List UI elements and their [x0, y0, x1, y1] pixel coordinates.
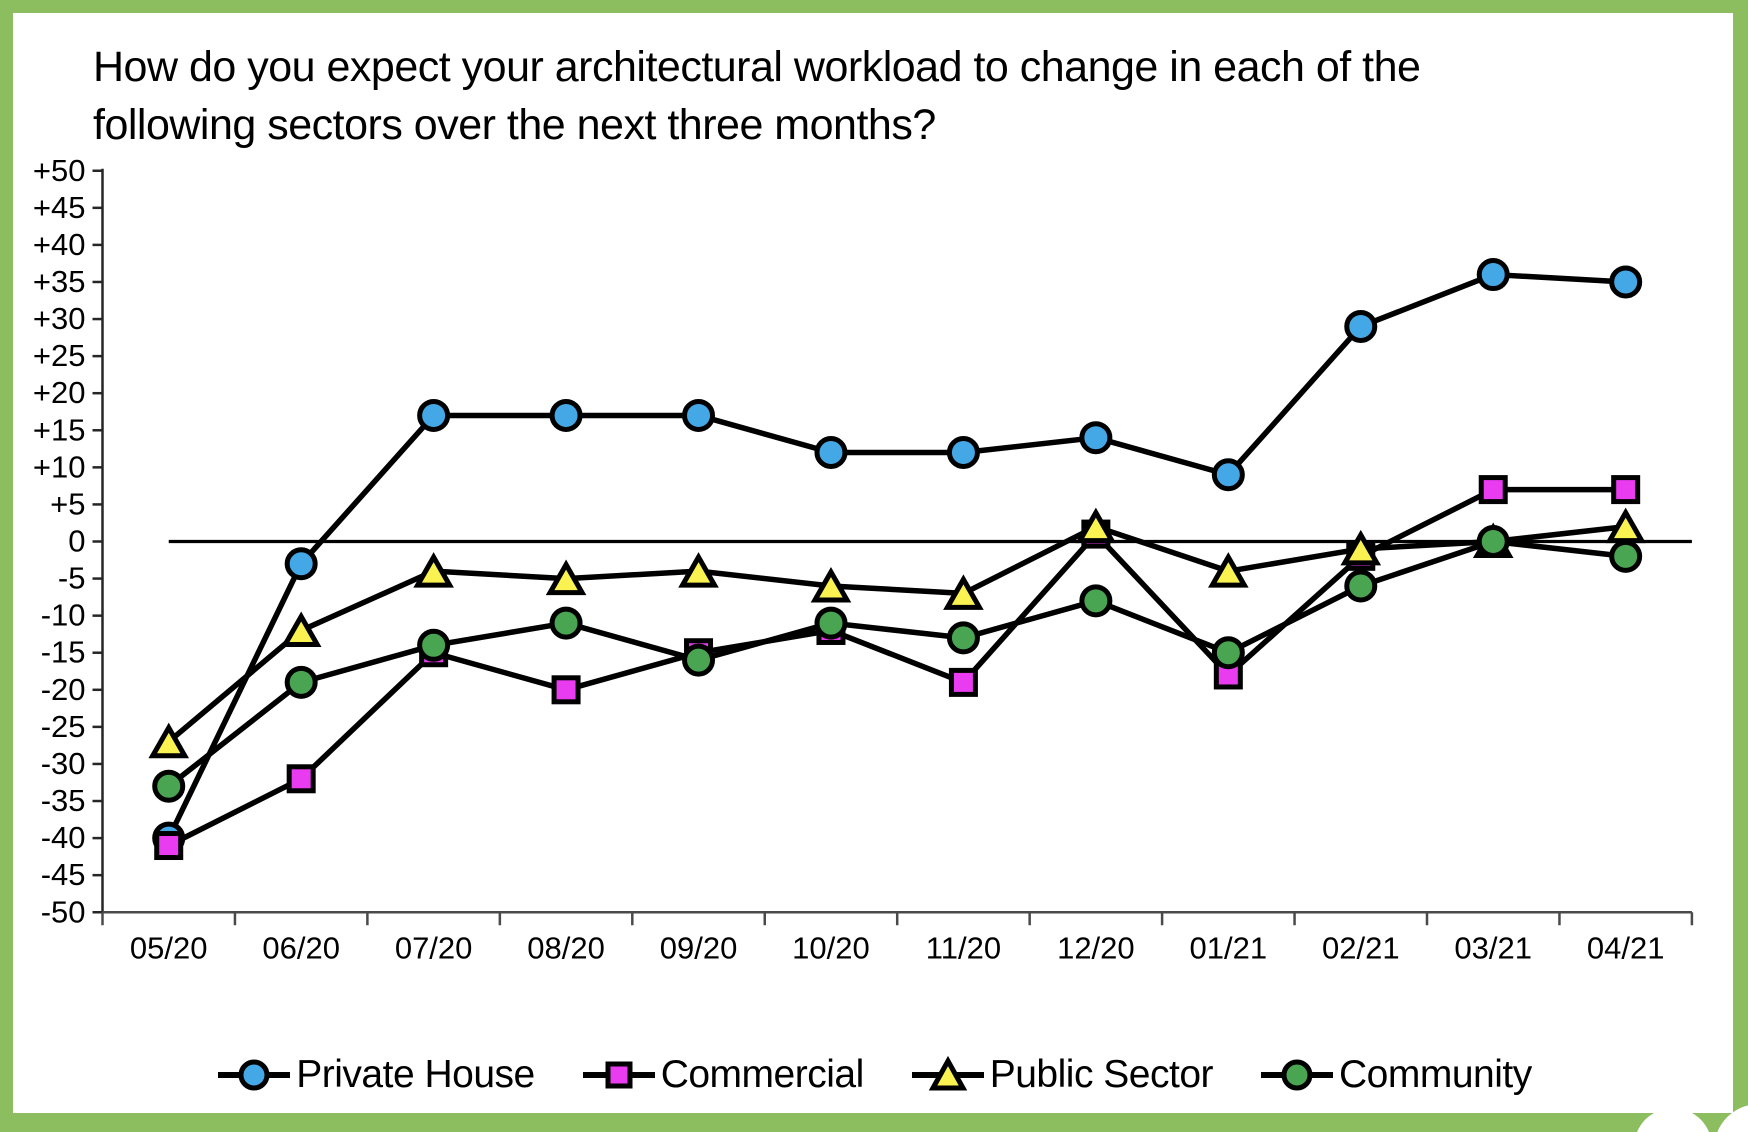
- marker-square-commercial: [154, 831, 184, 861]
- marker-triangle-public-sector: [1340, 529, 1382, 566]
- marker-circle-private-house: [417, 398, 451, 432]
- y-tick-label: +35: [33, 264, 86, 299]
- y-tick-label: -30: [41, 746, 86, 781]
- x-axis-label: 10/20: [792, 930, 870, 965]
- y-tick-label: -25: [41, 709, 86, 744]
- y-tick-label: +50: [33, 153, 86, 188]
- marker-triangle-public-sector: [1075, 507, 1117, 544]
- legend-item-public-sector: Public Sector: [910, 1051, 1214, 1099]
- legend-item-private-house: Private House: [216, 1051, 535, 1099]
- y-tick-label: 0: [68, 524, 85, 559]
- chart-title-line2: following sectors over the next three mo…: [93, 101, 936, 150]
- series-line-private-house: [165, 271, 1629, 841]
- y-tick-label: +15: [33, 412, 86, 447]
- legend-marker-public-sector: [911, 1055, 984, 1091]
- marker-square-commercial: [551, 675, 581, 705]
- legend-label-commercial: Commercial: [660, 1053, 865, 1096]
- marker-triangle-public-sector: [810, 566, 852, 603]
- y-tick-label: +25: [33, 338, 86, 373]
- x-axis-label: 03/21: [1454, 930, 1532, 965]
- marker-circle-community: [1344, 569, 1378, 603]
- marker-circle-private-house: [1609, 265, 1643, 299]
- x-axis-label: 06/20: [262, 930, 340, 965]
- y-tick-label: -10: [41, 598, 86, 633]
- legend-label-community: Community: [1339, 1053, 1532, 1096]
- y-tick-label: -40: [41, 820, 86, 855]
- marker-circle-community: [284, 665, 318, 699]
- y-tick-label: -45: [41, 857, 86, 892]
- x-axis-label: 09/20: [660, 930, 738, 965]
- marker-square-commercial: [286, 764, 316, 794]
- marker-circle-community: [417, 628, 451, 662]
- marker-triangle-public-sector: [413, 552, 454, 588]
- chart-title: How do you expect your architectural wor…: [93, 38, 1421, 155]
- y-tick-label: -15: [41, 635, 86, 670]
- marker-triangle-public-sector: [943, 574, 984, 610]
- marker-circle-community: [814, 606, 848, 640]
- marker-circle-community: [946, 621, 980, 655]
- marker-circle-private-house: [946, 436, 980, 470]
- y-tick-label: +45: [33, 190, 86, 225]
- marker-triangle-public-sector: [545, 559, 587, 596]
- x-axis-label: 07/20: [395, 930, 473, 965]
- y-tick-label: -50: [41, 894, 86, 929]
- marker-triangle-public-sector: [678, 552, 719, 588]
- y-tick-label: +20: [33, 375, 86, 410]
- legend-label-public-sector: Public Sector: [989, 1053, 1214, 1096]
- x-axis-label: 04/21: [1587, 930, 1665, 965]
- legend-marker-private-house: [218, 1059, 291, 1091]
- x-axis-label: 08/20: [527, 930, 605, 965]
- marker-circle-community: [1609, 539, 1643, 573]
- y-tick-label: +30: [33, 301, 86, 336]
- marker-circle-community: [152, 769, 186, 803]
- legend-item-community: Community: [1259, 1051, 1532, 1099]
- legend-item-commercial: Commercial: [581, 1051, 864, 1099]
- marker-circle-private-house: [284, 547, 318, 581]
- marker-circle-private-house: [1211, 458, 1245, 492]
- legend-label-private-house: Private House: [296, 1053, 535, 1096]
- marker-circle-private-house: [1476, 258, 1510, 292]
- marker-square-commercial: [1611, 475, 1641, 505]
- series-line-community: [165, 538, 1629, 789]
- marker-triangle-public-sector: [148, 722, 190, 759]
- chart-title-line1: How do you expect your architectural wor…: [93, 43, 1421, 91]
- x-axis-label: 01/21: [1190, 930, 1268, 965]
- marker-triangle-public-sector: [1208, 552, 1249, 588]
- marker-circle-community: [682, 643, 716, 677]
- y-tick-label: -20: [41, 672, 86, 707]
- marker-square-commercial: [1478, 475, 1508, 505]
- y-tick-label: -35: [41, 783, 86, 818]
- marker-circle-community: [549, 606, 583, 640]
- marker-circle-community: [1476, 525, 1510, 558]
- marker-triangle-public-sector: [280, 611, 322, 647]
- y-tick-label: +40: [33, 227, 86, 262]
- chart-legend: Private House Commercial Public Sector Comm…: [20, 1042, 1728, 1108]
- legend-marker-community: [1261, 1059, 1334, 1091]
- marker-circle-community: [1079, 584, 1113, 618]
- x-axis-label: 11/20: [926, 930, 1001, 965]
- marker-circle-private-house: [682, 398, 716, 432]
- legend-marker-commercial: [582, 1061, 655, 1089]
- marker-circle-private-house: [1079, 421, 1113, 455]
- series-line-public-sector: [165, 523, 1629, 745]
- marker-circle-private-house: [814, 436, 848, 470]
- x-axis-label: 05/20: [130, 930, 208, 965]
- y-tick-label: +5: [50, 486, 85, 521]
- y-tick-label: +10: [33, 449, 86, 484]
- marker-circle-private-house: [1344, 309, 1378, 343]
- x-axis-label: 02/21: [1322, 930, 1400, 965]
- marker-circle-community: [1211, 636, 1245, 670]
- marker-square-commercial: [948, 667, 978, 697]
- x-axis-label: 12/20: [1057, 930, 1135, 965]
- y-tick-label: -5: [58, 561, 86, 596]
- marker-circle-private-house: [549, 398, 583, 432]
